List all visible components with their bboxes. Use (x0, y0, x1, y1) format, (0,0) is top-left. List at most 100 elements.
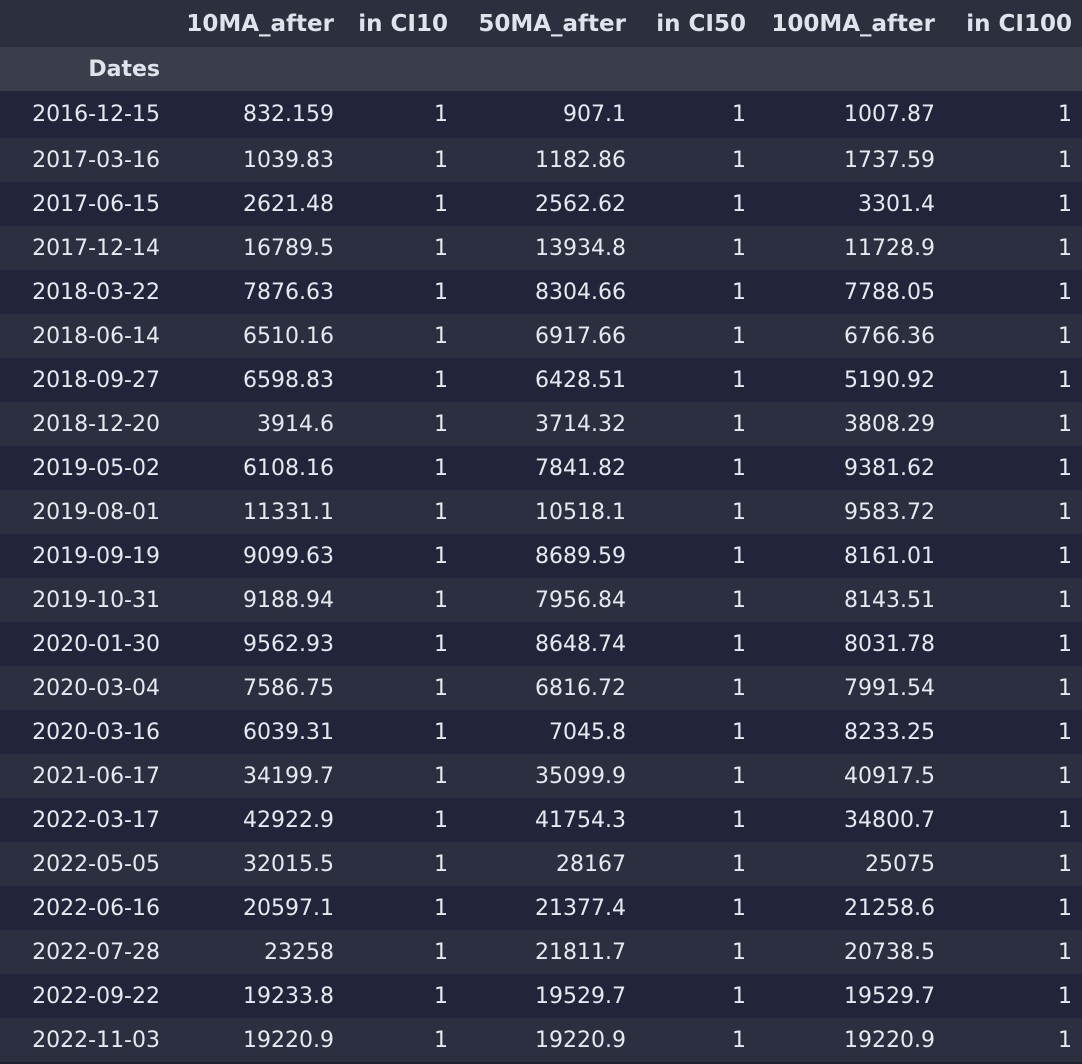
table-cell: 1 (636, 578, 756, 622)
row-index-date: 2020-03-16 (0, 710, 170, 754)
table-cell: 1007.87 (756, 91, 945, 138)
table-cell: 21258.6 (756, 886, 945, 930)
table-row: 2018-12-20 3914.6 1 3714.32 1 3808.29 1 (0, 402, 1082, 446)
row-index-date: 2022-03-17 (0, 798, 170, 842)
row-index-date: 2017-12-14 (0, 226, 170, 270)
table-cell: 7788.05 (756, 270, 945, 314)
table-cell: 1 (945, 138, 1082, 182)
table-cell: 13934.8 (458, 226, 636, 270)
table-cell: 1 (636, 1018, 756, 1062)
row-index-date: 2022-09-22 (0, 974, 170, 1018)
table-cell: 1 (344, 314, 458, 358)
table-cell: 1 (344, 270, 458, 314)
column-header-row: 10MA_after in CI10 50MA_after in CI50 10… (0, 0, 1082, 47)
table-cell: 5190.92 (756, 358, 945, 402)
table-row: 2022-05-05 32015.5 1 28167 1 25075 1 (0, 842, 1082, 886)
table-cell: 19233.8 (170, 974, 344, 1018)
table-cell: 1 (344, 446, 458, 490)
table-cell: 1 (344, 534, 458, 578)
table-cell: 1 (945, 314, 1082, 358)
table-cell: 6108.16 (170, 446, 344, 490)
table-cell: 19220.9 (170, 1018, 344, 1062)
table-cell: 1 (344, 842, 458, 886)
table-row: 2019-05-02 6108.16 1 7841.82 1 9381.62 1 (0, 446, 1082, 490)
row-index-date: 2018-12-20 (0, 402, 170, 446)
table-cell: 16789.5 (170, 226, 344, 270)
table-cell: 9381.62 (756, 446, 945, 490)
table-cell: 8161.01 (756, 534, 945, 578)
table-cell: 2562.62 (458, 182, 636, 226)
table-cell: 7045.8 (458, 710, 636, 754)
column-header: 10MA_after (170, 0, 344, 47)
table-cell: 1 (945, 622, 1082, 666)
table-cell: 7876.63 (170, 270, 344, 314)
table-cell: 1 (636, 314, 756, 358)
table-cell: 1 (636, 534, 756, 578)
table-cell: 1 (636, 930, 756, 974)
table-cell: 11728.9 (756, 226, 945, 270)
row-index-date: 2019-05-02 (0, 446, 170, 490)
table-cell: 6510.16 (170, 314, 344, 358)
table-cell: 20597.1 (170, 886, 344, 930)
table-cell: 1 (344, 490, 458, 534)
table-cell: 8031.78 (756, 622, 945, 666)
row-index-date: 2016-12-15 (0, 91, 170, 138)
table-row: 2020-01-30 9562.93 1 8648.74 1 8031.78 1 (0, 622, 1082, 666)
empty-header-cell (945, 47, 1082, 91)
table-row: 2018-06-14 6510.16 1 6917.66 1 6766.36 1 (0, 314, 1082, 358)
table-cell: 3714.32 (458, 402, 636, 446)
table-row: 2018-03-22 7876.63 1 8304.66 1 7788.05 1 (0, 270, 1082, 314)
table-cell: 2621.48 (170, 182, 344, 226)
empty-header-cell (170, 47, 344, 91)
table-row: 2018-09-27 6598.83 1 6428.51 1 5190.92 1 (0, 358, 1082, 402)
table-cell: 1 (344, 402, 458, 446)
empty-header-cell (458, 47, 636, 91)
table-row: 2019-10-31 9188.94 1 7956.84 1 8143.51 1 (0, 578, 1082, 622)
table-row: 2020-03-04 7586.75 1 6816.72 1 7991.54 1 (0, 666, 1082, 710)
table-row: 2021-06-17 34199.7 1 35099.9 1 40917.5 1 (0, 754, 1082, 798)
table-cell: 19529.7 (756, 974, 945, 1018)
table-row: 2022-07-28 23258 1 21811.7 1 20738.5 1 (0, 930, 1082, 974)
table-row: 2017-03-16 1039.83 1 1182.86 1 1737.59 1 (0, 138, 1082, 182)
table-cell: 9583.72 (756, 490, 945, 534)
row-index-date: 2019-08-01 (0, 490, 170, 534)
table-cell: 8689.59 (458, 534, 636, 578)
column-header: in CI10 (344, 0, 458, 47)
table-cell: 1 (945, 91, 1082, 138)
table-row: 2019-09-19 9099.63 1 8689.59 1 8161.01 1 (0, 534, 1082, 578)
table-row: 2022-11-03 19220.9 1 19220.9 1 19220.9 1 (0, 1018, 1082, 1062)
table-cell: 8233.25 (756, 710, 945, 754)
empty-header-cell (344, 47, 458, 91)
table-cell: 42922.9 (170, 798, 344, 842)
table-cell: 1 (636, 754, 756, 798)
table-cell: 1 (344, 226, 458, 270)
table-cell: 23258 (170, 930, 344, 974)
table-cell: 1 (945, 402, 1082, 446)
table-cell: 1 (636, 886, 756, 930)
table-cell: 40917.5 (756, 754, 945, 798)
row-index-date: 2019-10-31 (0, 578, 170, 622)
table-cell: 19529.7 (458, 974, 636, 1018)
row-index-date: 2018-06-14 (0, 314, 170, 358)
table-cell: 7841.82 (458, 446, 636, 490)
table-body: 2016-12-15 832.159 1 907.1 1 1007.87 1 2017-03-… (0, 91, 1082, 1062)
table-cell: 1 (636, 138, 756, 182)
table-cell: 6766.36 (756, 314, 945, 358)
index-name: Dates (0, 47, 170, 91)
table-cell: 1 (344, 754, 458, 798)
table-cell: 8648.74 (458, 622, 636, 666)
corner-cell (0, 0, 170, 47)
table-cell: 1 (344, 622, 458, 666)
empty-header-cell (636, 47, 756, 91)
table-cell: 1 (344, 974, 458, 1018)
table-row: 2022-03-17 42922.9 1 41754.3 1 34800.7 1 (0, 798, 1082, 842)
table-cell: 1 (636, 798, 756, 842)
table-cell: 19220.9 (458, 1018, 636, 1062)
table-cell: 6816.72 (458, 666, 636, 710)
table-cell: 41754.3 (458, 798, 636, 842)
table-cell: 1 (945, 358, 1082, 402)
table-cell: 1 (945, 182, 1082, 226)
table-cell: 1 (344, 666, 458, 710)
column-header: 100MA_after (756, 0, 945, 47)
